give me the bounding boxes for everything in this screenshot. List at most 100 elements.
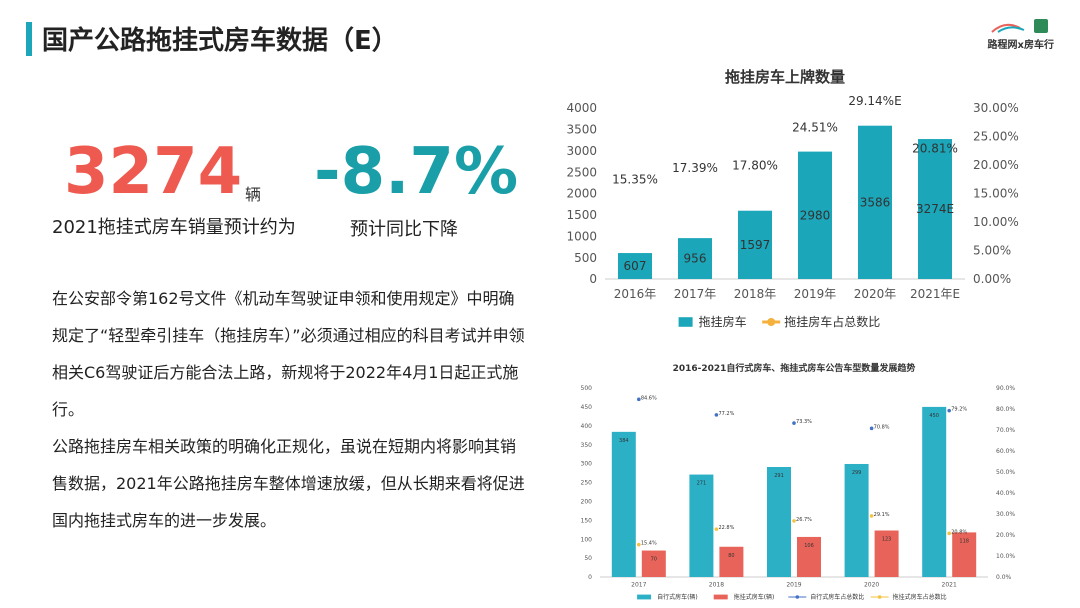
bar [719, 546, 744, 577]
line-value-label: 26.7% [796, 517, 812, 523]
y-tick-label: 3000 [566, 144, 597, 158]
y2-tick-label: 5.00% [973, 244, 1011, 258]
line-value-label: 29.14%E [848, 94, 901, 108]
x-tick-label: 2017 [631, 582, 646, 589]
x-tick-label: 2021 [942, 582, 957, 589]
x-tick-label: 2020 [864, 582, 879, 589]
bar [874, 530, 899, 577]
y2-tick-label: 90.0% [996, 385, 1015, 392]
legend-label: 拖挂式房车占总数比 [893, 593, 947, 601]
line-marker [869, 426, 874, 431]
bar [797, 536, 821, 577]
line-value-label: 84.6% [641, 395, 657, 401]
line-value-label: 15.4% [641, 541, 657, 547]
bar-value-label: 80 [728, 553, 734, 559]
bar [918, 139, 952, 279]
bar-value-label: 3274E [916, 202, 954, 216]
line-value-label: 20.81% [912, 141, 958, 155]
paragraph: 公路拖挂房车相关政策的明确化正规化，虽说在短期内将影响其销售数据，2021年公路… [52, 437, 525, 530]
y-tick-label: 0 [589, 272, 597, 286]
legend-label: 拖挂房车占总数比 [784, 314, 880, 329]
y2-tick-label: 70.0% [996, 427, 1015, 434]
y-tick-label: 450 [581, 404, 593, 411]
bar [678, 238, 712, 279]
y2-tick-label: 10.00% [973, 215, 1019, 229]
x-tick-label: 2018年 [734, 287, 777, 301]
line-marker [869, 514, 874, 518]
y2-tick-label: 20.00% [973, 158, 1019, 172]
y2-tick-label: 60.0% [996, 448, 1015, 455]
bar-value-label: 299 [852, 470, 862, 476]
bar-value-label: 118 [959, 538, 969, 544]
bar-value-label: 384 [619, 438, 629, 444]
bar [952, 532, 977, 577]
line-value-label: 73.3% [796, 419, 812, 425]
y2-tick-label: 15.00% [973, 187, 1019, 201]
y2-tick-label: 30.0% [996, 511, 1015, 518]
bar-value-label: 3586 [860, 195, 891, 209]
line-value-label: 79.2% [951, 407, 967, 413]
y2-tick-label: 20.0% [996, 532, 1015, 539]
line-marker [947, 408, 951, 413]
y2-tick-label: 25.00% [973, 130, 1019, 144]
y-tick-label: 0 [588, 574, 592, 581]
y-tick-label: 1500 [566, 208, 597, 222]
slide-title: 国产公路拖挂式房车数据（E） [42, 26, 398, 56]
legend-swatch [637, 594, 652, 600]
y2-tick-label: 40.0% [996, 490, 1015, 497]
line-marker [714, 413, 719, 417]
y-tick-label: 500 [574, 251, 597, 265]
chart-title: 拖挂房车上牌数量 [725, 68, 845, 86]
y-tick-label: 2000 [566, 187, 597, 201]
y-tick-label: 300 [581, 461, 593, 468]
x-tick-label: 2016年 [614, 287, 657, 301]
y-tick-label: 3500 [566, 123, 597, 137]
y-tick-label: 4000 [566, 101, 597, 115]
x-tick-label: 2018 [709, 582, 724, 589]
line-value-label: 15.35% [612, 173, 658, 187]
bar [618, 253, 652, 279]
line-value-label: 70.8% [874, 424, 890, 430]
legend-label: 自行式房车(辆) [657, 593, 698, 601]
x-tick-label: 2021年E [910, 287, 960, 301]
y2-tick-label: 0.00% [973, 272, 1011, 286]
logo [991, 19, 1048, 33]
bar [798, 151, 832, 279]
y-tick-label: 50 [584, 555, 592, 562]
x-tick-label: 2019年 [794, 287, 837, 301]
bar [844, 463, 869, 577]
legend-swatch [767, 318, 776, 326]
bar-value-label: 2980 [800, 208, 831, 222]
line-value-label: 20.8% [951, 529, 967, 535]
y2-tick-label: 0.0% [996, 574, 1012, 581]
bar-value-label: 123 [882, 537, 892, 543]
y2-tick-label: 10.0% [996, 553, 1015, 560]
line-marker [637, 397, 641, 402]
bar-value-label: 271 [697, 481, 707, 487]
y-tick-label: 400 [581, 423, 593, 430]
legend-label: 自行式房车占总数比 [810, 593, 864, 601]
line-value-label: 17.39% [672, 161, 718, 175]
legend-label: 拖挂房车 [699, 314, 747, 329]
y-tick-label: 500 [581, 385, 593, 392]
bar-value-label: 291 [774, 473, 784, 479]
y2-tick-label: 80.0% [996, 406, 1015, 413]
paragraph: 在公安部令第162号文件《机动车驾驶证申领和使用规定》中明确规定了“轻型牵引挂车… [52, 289, 525, 419]
bar-value-label: 607 [624, 259, 647, 273]
line-value-label: 24.51% [792, 120, 838, 134]
x-tick-label: 2019 [786, 582, 801, 589]
legend-swatch [678, 317, 693, 327]
bar [738, 210, 772, 279]
y-tick-label: 2500 [566, 165, 597, 179]
y-tick-label: 150 [581, 517, 593, 524]
bar-value-label: 106 [804, 543, 814, 549]
bar-value-label: 70 [651, 557, 657, 563]
stat-caption: 2021拖挂式房车销量预计约为 [52, 217, 296, 238]
bar [858, 125, 892, 279]
legend-swatch [795, 595, 800, 599]
line-value-label: 22.8% [718, 525, 734, 531]
stat-unit: 辆 [245, 185, 262, 204]
title-accent [26, 22, 32, 56]
